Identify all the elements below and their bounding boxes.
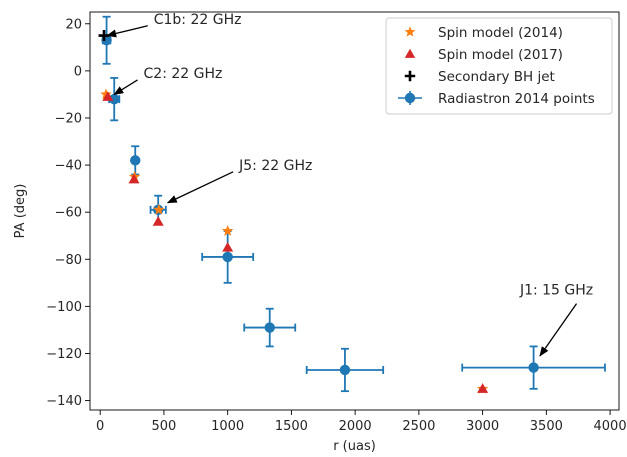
x-tick-label: 3500 xyxy=(530,419,563,434)
x-tick-label: 0 xyxy=(96,419,104,434)
data-point xyxy=(152,216,164,226)
y-tick-label: −80 xyxy=(55,253,82,268)
data-point xyxy=(100,88,112,100)
x-tick-label: 3000 xyxy=(466,419,499,434)
annotation-arrow xyxy=(166,171,234,204)
y-axis-label: PA (deg) xyxy=(13,184,28,239)
annotation-label: C1b: 22 GHz xyxy=(154,12,242,28)
legend-marker xyxy=(404,26,416,37)
legend-label: Radiastron 2014 points xyxy=(438,91,595,107)
y-axis-ticks: 20 0 −20 −40 −60 −80 −100 −120 −140 xyxy=(46,17,90,409)
x-axis-label: r (uas) xyxy=(333,439,376,454)
y-tick-label: −140 xyxy=(46,394,82,409)
x-tick-label: 2500 xyxy=(402,419,435,434)
annotation-arrow xyxy=(539,303,578,357)
x-tick-label: 1000 xyxy=(211,419,244,434)
data-point xyxy=(264,322,275,333)
y-tick-label: −40 xyxy=(55,159,82,174)
axes-frame xyxy=(89,11,620,411)
x-tick-label: 2000 xyxy=(339,419,372,434)
y-tick-label: −20 xyxy=(55,111,82,126)
data-point xyxy=(128,173,140,184)
annotation-arrow xyxy=(106,25,148,38)
legend: Spin model (2014) Spin model (2017) Second… xyxy=(385,17,613,115)
y-tick-label: −60 xyxy=(55,206,82,221)
x-axis-ticks: 0 500 1000 1500 2000 2500 3000 3500 4000 xyxy=(96,410,627,434)
x-tick-label: 500 xyxy=(152,419,177,434)
data-point xyxy=(130,155,141,166)
data-point xyxy=(222,251,233,263)
legend-marker xyxy=(404,92,416,104)
data-point xyxy=(102,91,114,101)
data-point xyxy=(222,242,234,252)
legend-item: Radiastron 2014 points xyxy=(398,91,595,107)
annotation-label: C2: 22 GHz xyxy=(144,66,223,82)
legend-label: Secondary BH jet xyxy=(438,69,555,85)
x-tick-label: 4000 xyxy=(594,419,627,434)
legend-item: Secondary BH jet xyxy=(404,69,555,85)
legend-marker xyxy=(404,48,416,58)
x-tick-label: 1500 xyxy=(275,419,308,434)
data-point xyxy=(528,362,539,373)
legend-frame xyxy=(385,17,613,115)
y-tick-label: −120 xyxy=(46,347,82,362)
legend-label: Spin model (2017) xyxy=(438,47,563,63)
data-point xyxy=(221,225,234,236)
data-point xyxy=(339,364,351,376)
annotation-layer: C1b: 22 GHz C2: 22 GHz J5: 22 GHz J1: 15 GH… xyxy=(106,12,593,357)
annotation-label: J1: 15 GHz xyxy=(519,283,593,299)
annotation-arrow xyxy=(113,79,138,95)
y-tick-label: 20 xyxy=(65,17,82,32)
y-tick-label: −100 xyxy=(46,300,82,315)
legend-label: Spin model (2014) xyxy=(438,25,563,41)
legend-marker xyxy=(404,70,416,82)
annotation-label: J5: 22 GHz xyxy=(238,158,312,174)
series-layer xyxy=(98,15,606,394)
series-spin-model-2017 xyxy=(102,91,489,393)
legend-item: Spin model (2017) xyxy=(404,47,563,63)
legend-items: Spin model (2014) Spin model (2017) Second… xyxy=(398,25,595,107)
y-tick-label: 0 xyxy=(74,64,82,79)
data-point xyxy=(109,93,120,105)
data-point xyxy=(477,383,489,393)
data-point xyxy=(153,203,165,215)
legend-item: Spin model (2014) xyxy=(404,25,563,41)
